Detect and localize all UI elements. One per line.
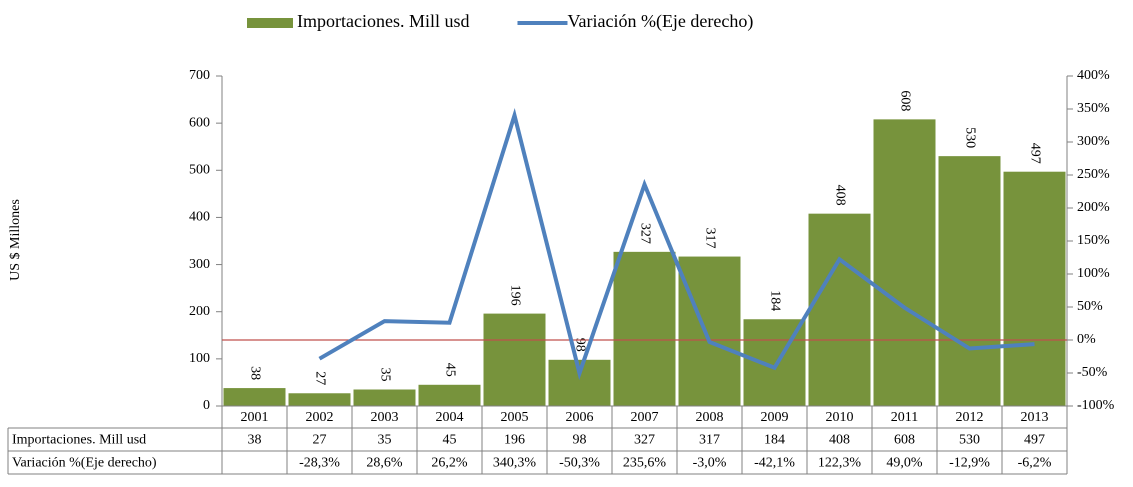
table-row-header: Variación %(Eje derecho) [12, 456, 157, 471]
line [318, 108, 1035, 381]
x-tick-label: 2012 [956, 410, 984, 425]
legend-swatch [247, 18, 293, 28]
y-axis-title: US $ Millones [8, 199, 23, 281]
bar-value-label: 327 [637, 223, 652, 244]
y-tick-label: 700 [189, 68, 210, 83]
table-cell: -42,1% [754, 456, 795, 471]
x-tick-label: 2006 [566, 410, 594, 425]
table-cell: 45 [443, 433, 457, 448]
table-cell: 497 [1024, 433, 1045, 448]
table-cell: 184 [764, 433, 785, 448]
table-cell: 27 [313, 433, 327, 448]
x-tick-label: 2010 [826, 410, 854, 425]
y-tick-label: 300 [189, 257, 210, 272]
y2-tick-label: 250% [1077, 167, 1110, 182]
bar-value-label: 35 [377, 368, 392, 382]
x-tick-label: 2004 [436, 410, 464, 425]
table-cell: 408 [829, 433, 850, 448]
x-tick-label: 2013 [1021, 410, 1049, 425]
x-tick-label: 2008 [696, 410, 724, 425]
y2-tick-label: 200% [1077, 200, 1110, 215]
x-tick-label: 2009 [761, 410, 789, 425]
table-cell: 122,3% [818, 456, 862, 471]
bar [483, 313, 546, 406]
y2-tick-label: 0% [1077, 332, 1096, 347]
x-tick-label: 2003 [371, 410, 399, 425]
x-tick-label: 2002 [306, 410, 334, 425]
table-cell: -6,2% [1018, 456, 1052, 471]
table-cell: 608 [894, 433, 915, 448]
table-cell: 530 [959, 433, 980, 448]
table-cell: 317 [699, 433, 720, 448]
y-tick-label: 500 [189, 163, 210, 178]
legend-label: Variación %(Eje derecho) [567, 11, 753, 32]
bar [613, 251, 676, 406]
bar-value-label: 408 [832, 185, 847, 206]
y-tick-label: 600 [189, 115, 210, 130]
table-cell: -12,9% [949, 456, 990, 471]
bar [223, 388, 286, 406]
x-tick-label: 2011 [891, 410, 918, 425]
y2-tick-label: 100% [1077, 266, 1110, 281]
bar-value-label: 196 [507, 285, 522, 306]
bar [808, 213, 871, 406]
y2-tick-label: 150% [1077, 233, 1110, 248]
bar [353, 389, 416, 406]
bar [678, 256, 741, 406]
bar-value-label: 497 [1027, 143, 1042, 164]
y-tick-label: 100 [189, 351, 210, 366]
y2-tick-label: -50% [1077, 365, 1108, 380]
bar [288, 393, 351, 406]
table-cell: 35 [378, 433, 392, 448]
y2-tick-label: 50% [1077, 299, 1103, 314]
table-cell: -3,0% [693, 456, 727, 471]
y2-tick-label: -100% [1077, 398, 1115, 413]
x-tick-label: 2005 [501, 410, 529, 425]
table-cell: 28,6% [366, 456, 403, 471]
table-cell: 26,2% [431, 456, 468, 471]
x-tick-label: 2001 [241, 410, 269, 425]
table-cell: 327 [634, 433, 655, 448]
table-cell: -50,3% [559, 456, 600, 471]
y2-tick-label: 350% [1077, 101, 1110, 116]
table-cell: -28,3% [299, 456, 340, 471]
table-cell: 235,6% [623, 456, 667, 471]
bar [1003, 171, 1066, 406]
table-row-header: Importaciones. Mill usd [12, 433, 146, 448]
y2-tick-label: 400% [1077, 68, 1110, 83]
bar-value-label: 27 [312, 371, 327, 385]
table-cell: 98 [573, 433, 587, 448]
bar-value-label: 530 [962, 127, 977, 148]
legend-label: Importaciones. Mill usd [297, 11, 469, 31]
table-cell: 49,0% [886, 456, 923, 471]
y-tick-label: 200 [189, 304, 210, 319]
bar-value-label: 38 [247, 366, 262, 380]
bar [418, 384, 481, 406]
bar-value-label: 317 [702, 228, 717, 249]
bar-value-label: 45 [442, 363, 457, 377]
bar-value-label: 184 [767, 290, 782, 311]
bar-value-label: 98 [572, 338, 587, 352]
bar-value-label: 608 [897, 90, 912, 111]
y-tick-label: 400 [189, 210, 210, 225]
table-cell: 38 [248, 433, 262, 448]
y-tick-label: 0 [203, 398, 210, 413]
bar [873, 119, 936, 406]
table-cell: 196 [504, 433, 525, 448]
table-cell: 340,3% [493, 456, 537, 471]
y2-tick-label: 300% [1077, 134, 1110, 149]
bar [938, 156, 1001, 406]
x-tick-label: 2007 [631, 410, 659, 425]
